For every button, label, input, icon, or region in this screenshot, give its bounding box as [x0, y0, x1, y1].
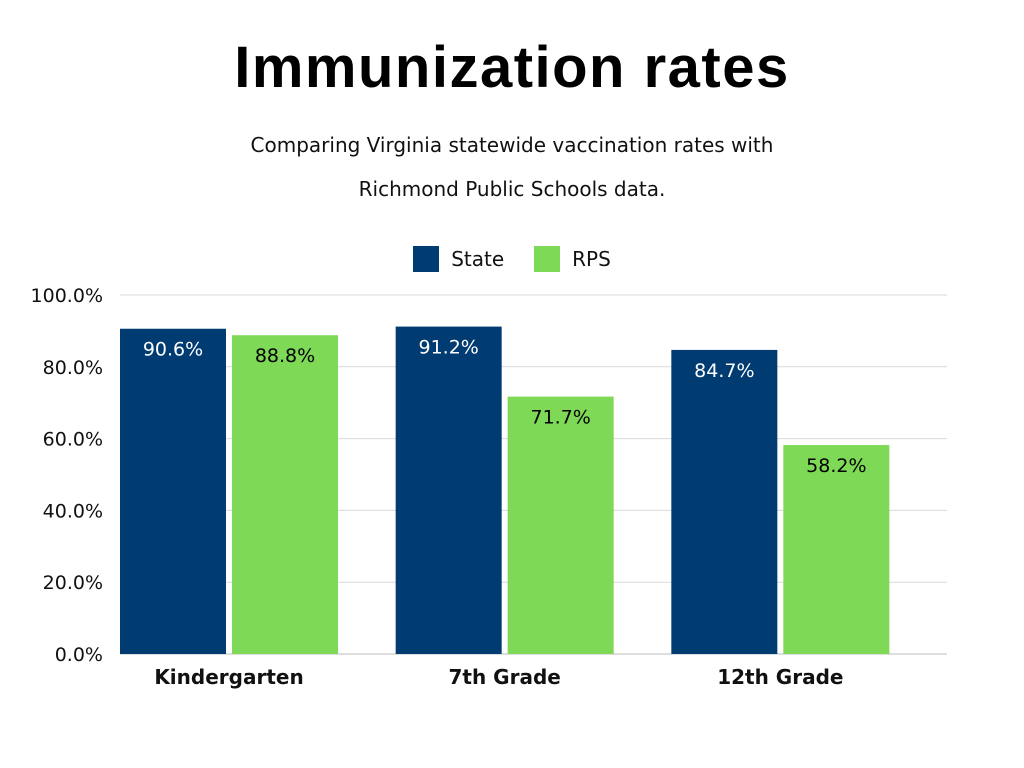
bar-rps [232, 335, 338, 654]
legend-item-rps: RPS [534, 246, 611, 272]
y-tick-label: 20.0% [43, 572, 103, 594]
legend-swatch-rps [534, 246, 561, 272]
y-tick-label: 60.0% [43, 429, 103, 451]
bar-state [395, 326, 502, 654]
bar-rps [507, 396, 614, 654]
legend-swatch-state [413, 246, 440, 272]
data-label-state: 84.7% [694, 360, 754, 382]
x-category-label: 12th Grade [717, 665, 843, 689]
legend-item-state: State [413, 246, 504, 272]
chart-legend: State RPS [0, 246, 1024, 272]
data-label-state: 90.6% [143, 339, 203, 361]
data-label-rps: 71.7% [530, 407, 590, 429]
data-label-rps: 88.8% [255, 345, 315, 367]
legend-label-rps: RPS [572, 247, 611, 271]
x-category-label: 7th Grade [448, 665, 560, 689]
y-tick-label: 100.0% [31, 285, 103, 307]
data-label-rps: 58.2% [806, 455, 866, 477]
x-category-label: Kindergarten [154, 665, 303, 689]
chart-subtitle-line-2: Richmond Public Schools data. [358, 177, 666, 201]
bar-rps [783, 445, 890, 654]
chart-title: Immunization rates [234, 35, 790, 100]
chart-subtitle-line-1: Comparing Virginia statewide vaccination… [250, 133, 774, 157]
y-tick-label: 40.0% [43, 500, 103, 522]
y-tick-label: 0.0% [55, 644, 103, 666]
y-tick-label: 80.0% [43, 357, 103, 379]
legend-label-state: State [451, 247, 505, 271]
bar-state [671, 349, 778, 654]
bar-state [120, 328, 226, 654]
data-label-state: 91.2% [418, 337, 478, 359]
